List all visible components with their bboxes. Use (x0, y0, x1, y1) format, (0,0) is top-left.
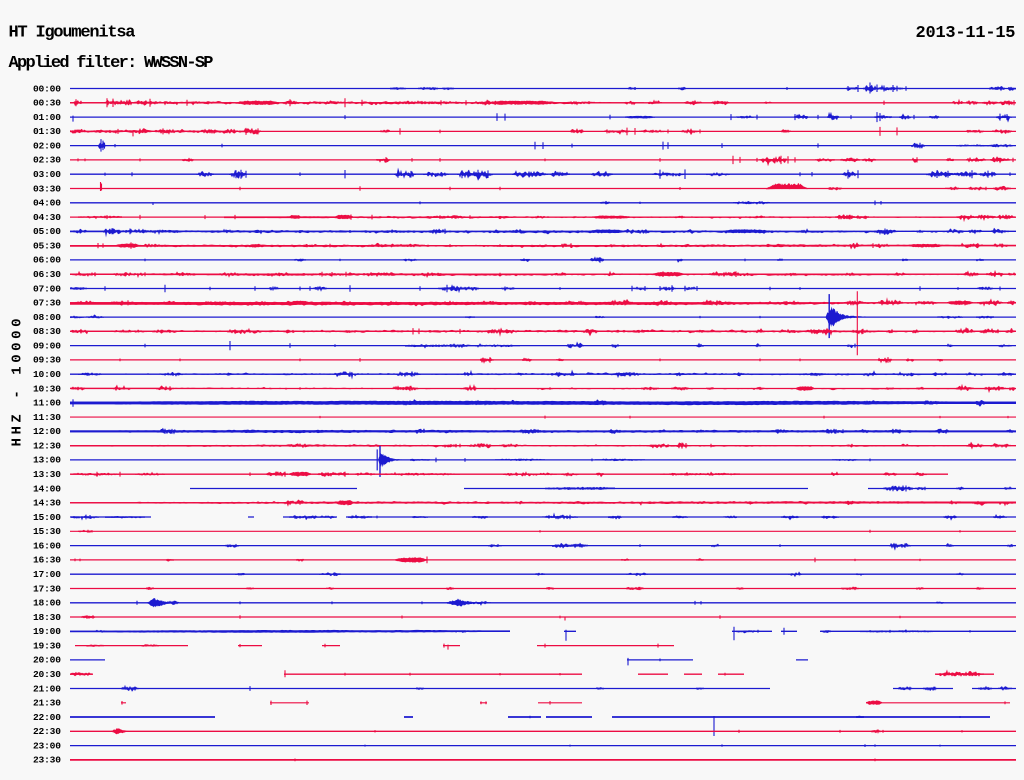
svg-text:05:30: 05:30 (33, 240, 61, 251)
svg-text:19:00: 19:00 (33, 626, 61, 637)
svg-text:10:00: 10:00 (33, 369, 61, 380)
svg-text:06:00: 06:00 (33, 255, 61, 266)
svg-text:Applied filter: WWSSN-SP: Applied filter: WWSSN-SP (9, 54, 214, 73)
svg-text:11:30: 11:30 (33, 412, 61, 423)
svg-text:12:30: 12:30 (33, 440, 61, 451)
svg-text:23:00: 23:00 (33, 740, 61, 751)
svg-text:15:00: 15:00 (33, 512, 61, 523)
svg-text:17:30: 17:30 (33, 583, 61, 594)
svg-text:04:00: 04:00 (33, 198, 61, 209)
svg-text:21:30: 21:30 (33, 698, 61, 709)
svg-text:12:00: 12:00 (33, 426, 61, 437)
svg-text:06:30: 06:30 (33, 269, 61, 280)
svg-text:2013-11-15: 2013-11-15 (916, 24, 1016, 43)
svg-text:HT Igoumenitsa: HT Igoumenitsa (9, 23, 136, 42)
svg-text:14:30: 14:30 (33, 498, 61, 509)
svg-text:11:00: 11:00 (33, 398, 61, 409)
svg-text:00:00: 00:00 (33, 83, 61, 94)
svg-text:13:00: 13:00 (33, 455, 61, 466)
svg-text:15:30: 15:30 (33, 526, 61, 537)
svg-text:18:00: 18:00 (33, 598, 61, 609)
svg-text:14:00: 14:00 (33, 483, 61, 494)
svg-text:02:00: 02:00 (33, 140, 61, 151)
svg-text:20:00: 20:00 (33, 655, 61, 666)
svg-text:09:00: 09:00 (33, 340, 61, 351)
svg-text:09:30: 09:30 (33, 355, 61, 366)
svg-text:19:30: 19:30 (33, 640, 61, 651)
svg-text:01:00: 01:00 (33, 112, 61, 123)
svg-text:17:00: 17:00 (33, 569, 61, 580)
svg-text:02:30: 02:30 (33, 155, 61, 166)
svg-text:18:30: 18:30 (33, 612, 61, 623)
svg-text:HHZ - 10000: HHZ - 10000 (9, 319, 25, 447)
svg-text:20:30: 20:30 (33, 669, 61, 680)
svg-text:08:30: 08:30 (33, 326, 61, 337)
svg-text:10:30: 10:30 (33, 383, 61, 394)
svg-text:22:30: 22:30 (33, 726, 61, 737)
svg-text:04:30: 04:30 (33, 212, 61, 223)
svg-text:07:00: 07:00 (33, 283, 61, 294)
svg-text:03:00: 03:00 (33, 169, 61, 180)
svg-text:13:30: 13:30 (33, 469, 61, 480)
svg-text:21:00: 21:00 (33, 683, 61, 694)
svg-text:22:00: 22:00 (33, 712, 61, 723)
svg-text:01:30: 01:30 (33, 126, 61, 137)
svg-text:16:00: 16:00 (33, 540, 61, 551)
svg-text:03:30: 03:30 (33, 183, 61, 194)
svg-text:23:30: 23:30 (33, 755, 61, 766)
svg-text:07:30: 07:30 (33, 298, 61, 309)
svg-text:08:00: 08:00 (33, 312, 61, 323)
svg-text:05:00: 05:00 (33, 226, 61, 237)
svg-text:00:30: 00:30 (33, 98, 61, 109)
svg-text:16:30: 16:30 (33, 555, 61, 566)
